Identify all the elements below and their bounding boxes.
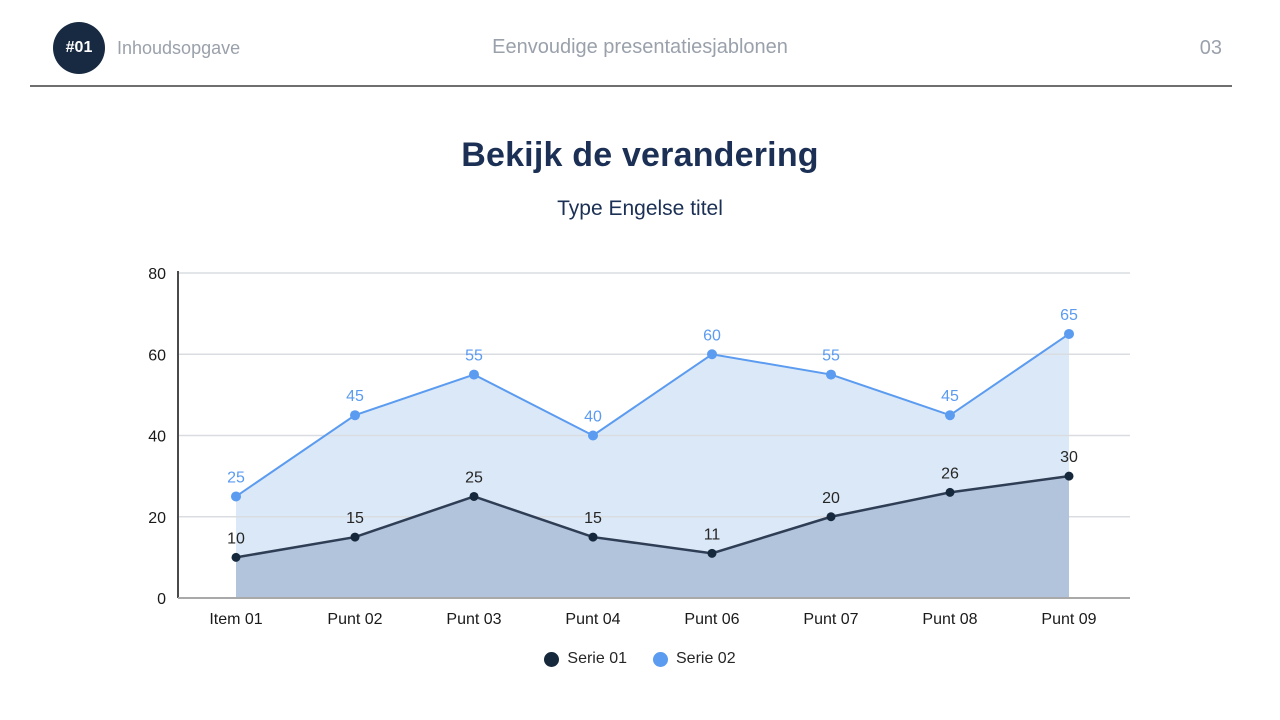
x-tick-label: Punt 09 xyxy=(1041,611,1096,628)
serie01-data-label: 25 xyxy=(465,469,483,486)
serie01-data-label: 10 xyxy=(227,530,245,547)
serie02-data-label: 55 xyxy=(465,348,483,365)
serie01-marker xyxy=(707,548,717,558)
serie02-data-label: 60 xyxy=(703,327,721,344)
serie01-marker xyxy=(826,512,836,522)
serie01-data-label: 30 xyxy=(1060,449,1078,466)
serie02-marker xyxy=(469,369,479,380)
legend-dot-icon xyxy=(653,651,668,667)
serie01-marker xyxy=(350,532,360,542)
y-tick-label: 40 xyxy=(148,429,166,446)
legend-label: Serie 01 xyxy=(567,650,627,667)
serie02-data-label: 45 xyxy=(941,388,959,405)
legend-item: Serie 01 xyxy=(544,650,627,668)
slide-header: #01 Inhoudsopgave Eenvoudige presentatie… xyxy=(0,0,1280,87)
y-tick-label: 60 xyxy=(148,347,166,364)
legend-item: Serie 02 xyxy=(653,650,736,668)
serie02-data-label: 55 xyxy=(822,348,840,365)
chart-title: Bekijk de verandering xyxy=(461,136,819,174)
serie02-marker xyxy=(231,491,241,502)
serie01-data-label: 11 xyxy=(704,526,721,543)
y-tick-label: 20 xyxy=(148,510,166,527)
serie02-data-label: 40 xyxy=(584,409,602,426)
y-tick-label: 0 xyxy=(157,591,166,608)
section-label: Inhoudsopgave xyxy=(117,38,241,58)
serie01-marker xyxy=(469,491,479,501)
serie01-data-label: 26 xyxy=(941,465,959,482)
serie02-marker xyxy=(1064,328,1074,339)
chart-subtitle: Type Engelse titel xyxy=(557,197,723,220)
serie01-marker xyxy=(588,532,598,542)
section-number: #01 xyxy=(65,39,93,56)
serie02-marker xyxy=(945,410,955,421)
page-number: 03 xyxy=(1199,37,1222,59)
serie02-marker xyxy=(588,430,598,441)
legend-label: Serie 02 xyxy=(676,650,736,667)
serie01-marker xyxy=(231,552,241,562)
serie02-data-label: 25 xyxy=(227,469,245,486)
chart-legend: Serie 01 Serie 02 xyxy=(0,650,1280,668)
serie02-marker xyxy=(826,369,836,380)
serie01-marker xyxy=(1064,471,1074,481)
serie01-data-label: 15 xyxy=(584,510,602,527)
x-tick-label: Punt 03 xyxy=(446,611,501,628)
serie02-marker xyxy=(707,349,717,360)
x-tick-label: Punt 07 xyxy=(803,611,858,628)
section-number-badge: #01 xyxy=(53,22,105,74)
serie01-data-label: 15 xyxy=(346,510,364,527)
serie01-marker xyxy=(945,487,955,497)
x-tick-label: Item 01 xyxy=(209,611,262,628)
serie02-data-label: 45 xyxy=(346,388,364,405)
header-divider xyxy=(30,85,1232,87)
x-tick-label: Punt 06 xyxy=(684,611,739,628)
x-tick-label: Punt 04 xyxy=(565,611,620,628)
serie02-marker xyxy=(350,410,360,421)
serie01-data-label: 20 xyxy=(822,490,840,507)
y-tick-label: 80 xyxy=(148,266,166,283)
x-tick-label: Punt 08 xyxy=(922,611,977,628)
presentation-title: Eenvoudige presentatiesjablonen xyxy=(492,36,788,58)
serie01-line xyxy=(235,474,1070,559)
serie02-line xyxy=(235,333,1070,498)
serie02-data-label: 65 xyxy=(1060,307,1078,324)
legend-dot-icon xyxy=(544,651,560,667)
x-tick-label: Punt 02 xyxy=(327,611,382,628)
